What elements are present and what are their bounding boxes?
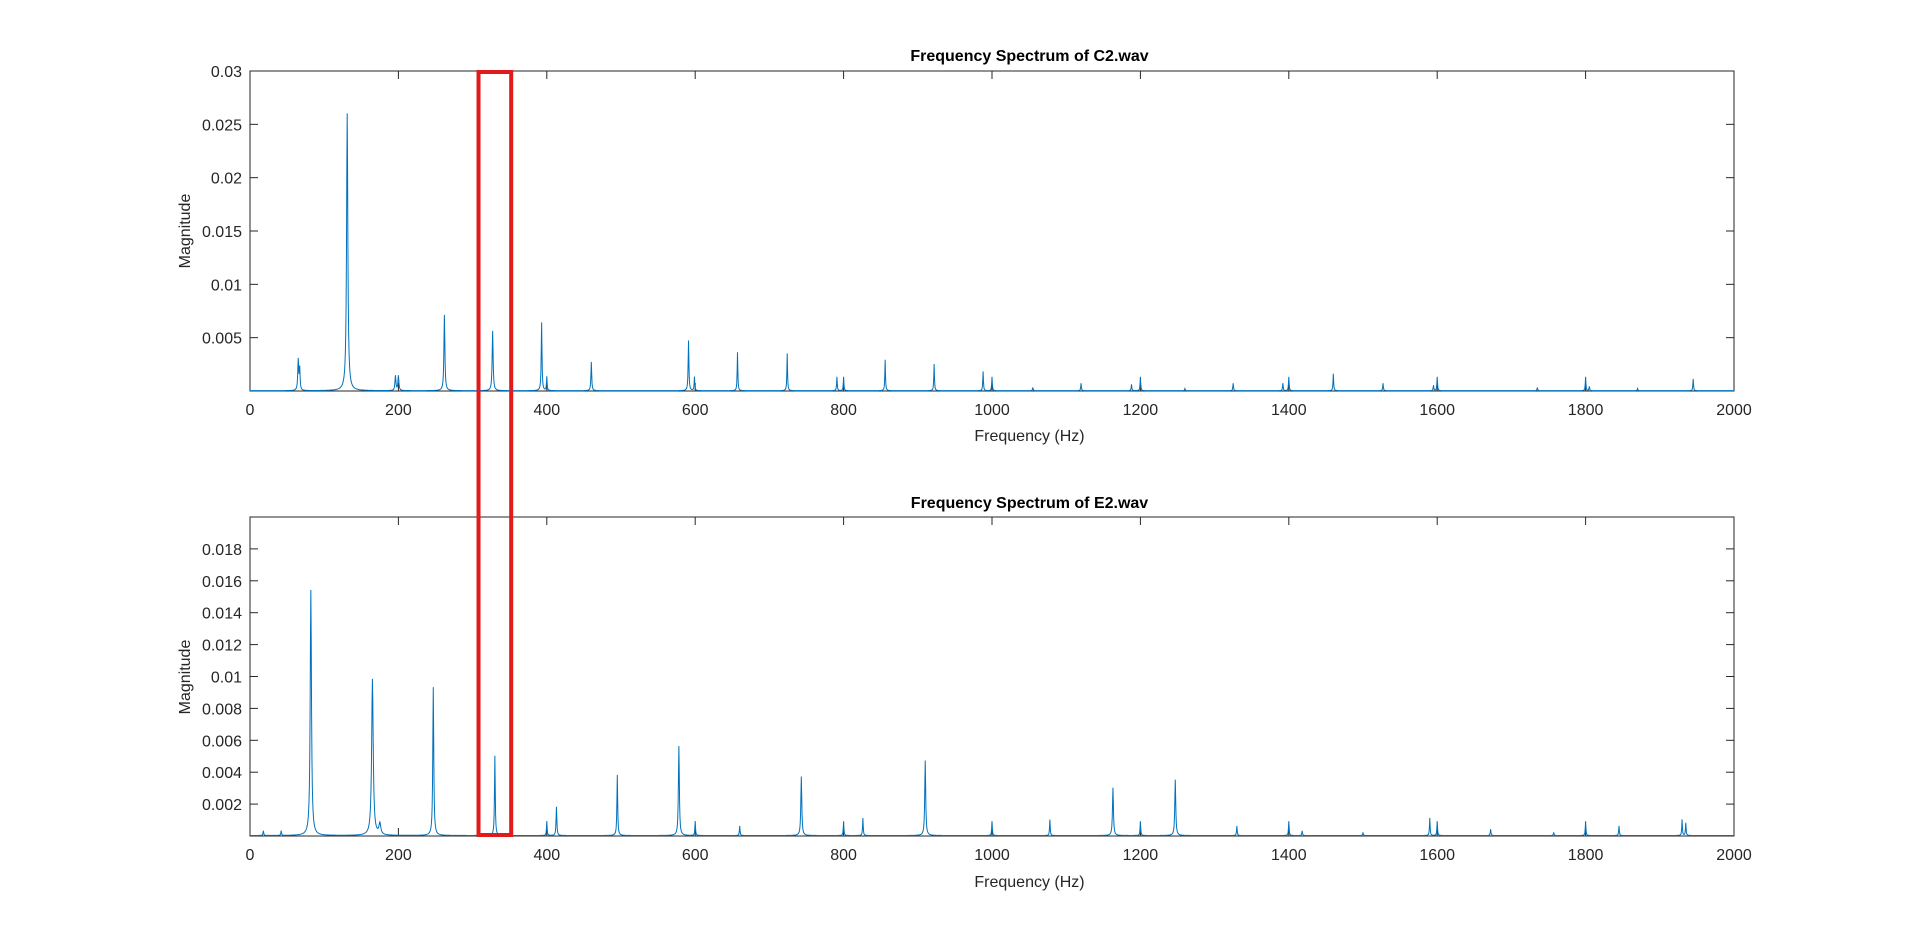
x-tick-label: 1600 [1419, 847, 1455, 864]
y-tick-label: 0.002 [202, 797, 242, 814]
x-tick-label: 400 [533, 847, 560, 864]
x-tick-label: 1000 [974, 847, 1010, 864]
y-axis-label: Magnitude [177, 194, 194, 269]
x-tick-label: 200 [385, 847, 412, 864]
x-tick-label: 200 [385, 402, 412, 419]
x-tick-label: 1600 [1419, 402, 1455, 419]
y-tick-label: 0.005 [202, 331, 242, 348]
axes-box [249, 516, 1735, 837]
x-tick-label: 1400 [1271, 847, 1307, 864]
chart-title: Frequency Spectrum of C2.wav [910, 48, 1148, 65]
x-axis-label: Frequency (Hz) [974, 874, 1084, 891]
x-tick-label: 600 [682, 847, 709, 864]
x-tick-label: 1000 [974, 402, 1010, 419]
x-tick-label: 1200 [1123, 847, 1159, 864]
y-tick-label: 0.006 [202, 733, 242, 750]
x-tick-label: 1800 [1568, 402, 1604, 419]
y-tick-label: 0.025 [202, 117, 242, 134]
y-tick-label: 0.02 [211, 171, 242, 188]
highlight-rectangle [476, 70, 514, 837]
chart-c2: Frequency Spectrum of C2.wav 0 200 400 600 8… [177, 48, 1752, 445]
y-axis-label: Magnitude [177, 640, 194, 715]
y-tick-label: 0.015 [202, 224, 242, 241]
x-tick-label: 800 [830, 402, 857, 419]
x-tick-label: 600 [682, 402, 709, 419]
y-tick-label: 0.03 [211, 64, 242, 81]
y-tick-label: 0.01 [211, 277, 242, 294]
chart-e2: Frequency Spectrum of E2.wav 0 200 400 600 8… [177, 495, 1752, 891]
y-tick-label: 0.01 [211, 670, 242, 687]
x-tick-label: 1200 [1123, 402, 1159, 419]
y-tick-label: 0.014 [202, 606, 242, 623]
y-tick-label: 0.012 [202, 638, 242, 655]
x-tick-label: 1400 [1271, 402, 1307, 419]
y-tick-label: 0.008 [202, 701, 242, 718]
x-tick-label: 0 [246, 847, 255, 864]
spectrum-line [250, 589, 1734, 837]
plot-area: 0 200 400 600 800 1000 1200 1400 1600 1800 2000 0.0… [202, 516, 1752, 864]
chart-title: Frequency Spectrum of E2.wav [911, 495, 1149, 512]
y-tick-label: 0.016 [202, 574, 242, 591]
spectrum-line [250, 113, 1734, 392]
x-tick-label: 0 [246, 402, 255, 419]
x-tick-label: 800 [830, 847, 857, 864]
x-tick-label: 1800 [1568, 847, 1604, 864]
x-tick-label: 2000 [1716, 402, 1752, 419]
axes-box [249, 70, 1735, 392]
x-axis-label: Frequency (Hz) [974, 428, 1084, 445]
plot-area: 0 200 400 600 800 1000 1200 1400 1600 1800 2000 0.0… [202, 64, 1752, 419]
x-tick-label: 2000 [1716, 847, 1752, 864]
y-tick-label: 0.018 [202, 542, 242, 559]
x-tick-label: 400 [533, 402, 560, 419]
y-tick-label: 0.004 [202, 765, 242, 782]
